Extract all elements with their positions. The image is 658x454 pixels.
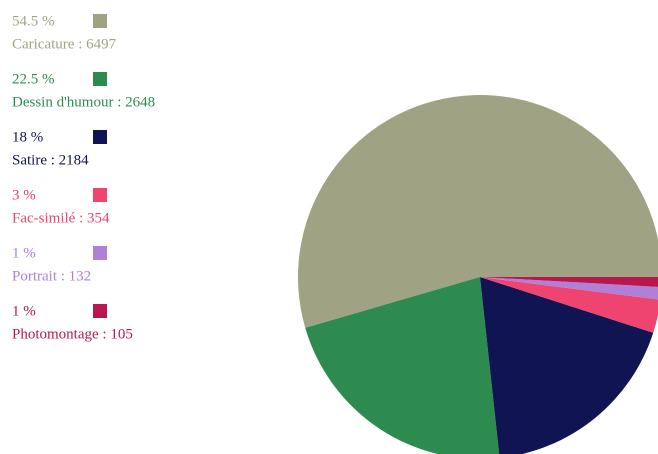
legend-label: Photomontage : 105 bbox=[12, 326, 133, 342]
legend-label: Portrait : 132 bbox=[12, 268, 91, 284]
pie-slice bbox=[298, 95, 658, 328]
pie-slice bbox=[480, 277, 658, 333]
legend-label: Satire : 2184 bbox=[12, 152, 89, 168]
legend-swatch bbox=[93, 14, 107, 28]
pie-slice bbox=[480, 277, 654, 454]
legend-percent: 18 % bbox=[12, 129, 43, 145]
legend-label: Caricature : 6497 bbox=[12, 36, 117, 52]
pie-slice bbox=[305, 277, 500, 454]
legend-swatch bbox=[93, 188, 107, 202]
pie-slice bbox=[480, 277, 658, 287]
legend-swatch bbox=[93, 130, 107, 144]
legend-label: Dessin d'humour : 2648 bbox=[12, 94, 155, 110]
legend-swatch bbox=[93, 304, 107, 318]
legend-percent: 54.5 % bbox=[12, 13, 55, 29]
legend-percent: 22.5 % bbox=[12, 71, 55, 87]
legend-percent: 1 % bbox=[12, 245, 36, 261]
legend-percent: 1 % bbox=[12, 303, 36, 319]
legend-percent: 3 % bbox=[12, 187, 36, 203]
legend-swatch bbox=[93, 72, 107, 86]
pie-slice bbox=[480, 277, 658, 300]
legend-swatch bbox=[93, 246, 107, 260]
legend-label: Fac-similé : 354 bbox=[12, 210, 110, 226]
